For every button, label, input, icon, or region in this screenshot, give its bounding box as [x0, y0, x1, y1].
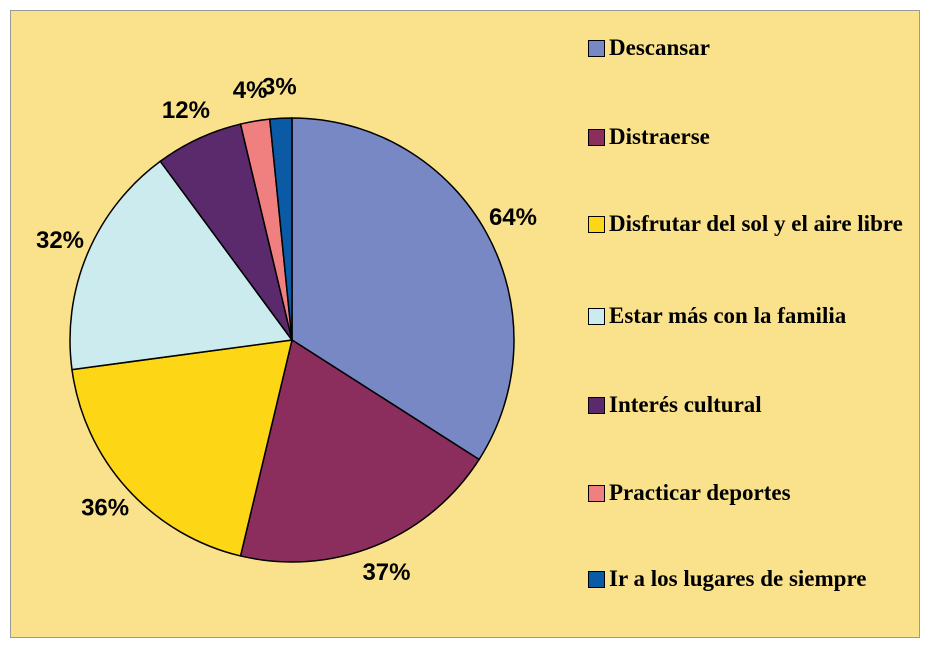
data-label: 37%	[362, 559, 410, 586]
legend-label: Descansar	[609, 35, 710, 60]
legend-item: Practicar deportes	[588, 475, 923, 511]
legend-item: Interés cultural	[588, 387, 923, 423]
pie-slice	[268, 117, 293, 341]
pie-slice	[71, 339, 293, 557]
legend-swatch	[588, 397, 605, 414]
legend-swatch	[588, 485, 605, 502]
legend-label: Disfrutar del sol y el aire libre	[609, 211, 903, 236]
data-label: 32%	[36, 227, 84, 254]
pie-slice	[291, 117, 515, 461]
legend-swatch	[588, 308, 605, 325]
pie-slice	[239, 338, 481, 563]
legend-label: Practicar deportes	[609, 480, 791, 505]
legend-item: Descansar	[588, 30, 923, 66]
data-label: 64%	[489, 204, 537, 231]
legend-item: Distraerse	[588, 119, 923, 155]
legend-swatch	[588, 571, 605, 588]
legend-swatch	[588, 40, 605, 57]
pie-slice	[69, 160, 294, 371]
data-label: 3%	[262, 74, 297, 101]
legend-label: Estar más con la familia	[609, 303, 847, 328]
legend-label: Interés cultural	[609, 392, 762, 417]
legend-item: Estar más con la familia	[588, 298, 923, 334]
legend-label: Distraerse	[609, 124, 710, 149]
legend-item: Ir a los lugares de siempre	[588, 561, 923, 597]
data-label: 4%	[233, 77, 268, 104]
legend-swatch	[588, 129, 605, 146]
legend-label: Ir a los lugares de siempre	[609, 566, 867, 591]
legend-item: Disfrutar del sol y el aire libre	[588, 206, 923, 242]
data-label: 36%	[81, 494, 129, 521]
data-label: 12%	[162, 97, 210, 124]
legend-swatch	[588, 216, 605, 233]
